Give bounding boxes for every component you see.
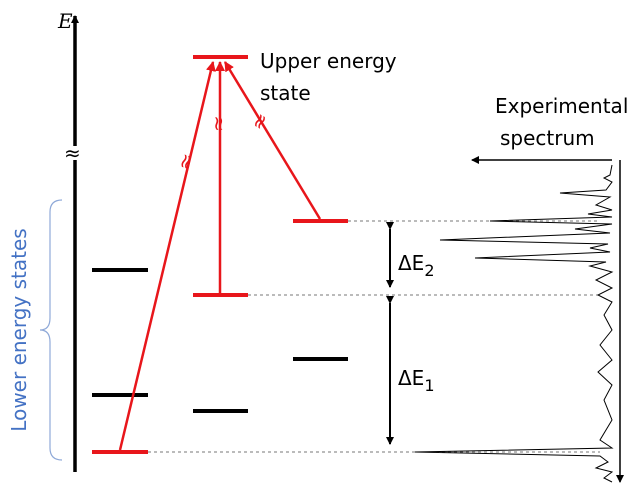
brace (39, 199, 63, 461)
levels (92, 55, 348, 454)
delta-e2: ΔE2 (398, 251, 435, 280)
transitions (118, 61, 322, 451)
spectrum-label: Experimental (495, 94, 628, 118)
axis-break-bg (64, 146, 86, 160)
delta-subscript: 1 (424, 376, 434, 395)
spectrum-trace (414, 164, 614, 483)
spectrum-label: spectrum (500, 126, 595, 150)
break-mark: ≈ (245, 108, 274, 135)
transition-breaks: ≈ ≈ ≈ (171, 108, 274, 173)
upper-label: state (260, 81, 311, 105)
delta-symbol: ΔE (398, 251, 424, 275)
break-mark: ≈ (206, 115, 230, 132)
axis-break: ≈ (64, 141, 81, 165)
guides (148, 220, 600, 453)
upper-label: Upper energy (260, 49, 397, 73)
delta-e1: ΔE1 (398, 366, 435, 395)
delta-symbol: ΔE (398, 366, 424, 390)
lower-label: Lower energy states (7, 228, 31, 431)
break-mark: ≈ (171, 149, 199, 173)
delta-subscript: 2 (424, 261, 434, 280)
axis-label: E (57, 9, 73, 33)
